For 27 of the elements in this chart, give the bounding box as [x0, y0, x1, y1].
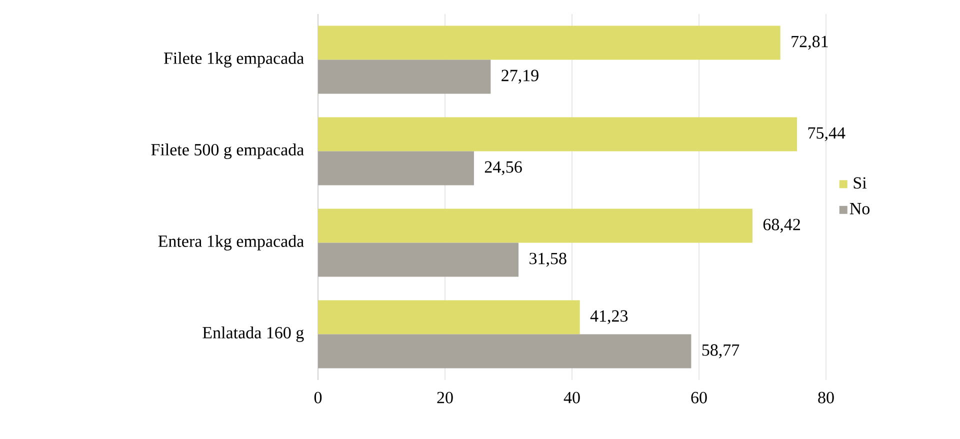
bar: [318, 334, 692, 368]
bar: [318, 242, 519, 277]
legend-label: No: [850, 203, 870, 214]
x-tick-label: 0: [314, 392, 322, 404]
data-label: 58,77: [702, 344, 740, 358]
data-label: 72,81: [792, 36, 828, 50]
x-tick-label: 40: [564, 392, 580, 404]
x-tick-label: 80: [818, 392, 834, 404]
bar: [318, 26, 780, 60]
data-label: 31,58: [530, 252, 566, 267]
y-tick-label: Entera 1kg empacada: [158, 235, 304, 250]
y-tick-label: Filete 500 g empacada: [151, 144, 304, 159]
bar: [318, 151, 474, 186]
legend-label: Si: [854, 177, 867, 189]
data-label: 41,23: [590, 310, 628, 324]
bar: [318, 208, 752, 243]
x-tick-label: 60: [691, 392, 707, 404]
bar: [318, 60, 491, 94]
data-label: 27,19: [502, 70, 538, 84]
y-tick-label: Enlatada 160 g: [202, 326, 304, 342]
data-label: 75,44: [808, 127, 846, 142]
data-label: 24,56: [484, 161, 522, 176]
x-tick-label: 20: [437, 392, 453, 404]
bar: [318, 117, 798, 152]
data-label: 68,42: [763, 218, 800, 233]
bar: [318, 300, 580, 334]
y-tick-label: Filete 1kg empacada: [164, 52, 304, 68]
